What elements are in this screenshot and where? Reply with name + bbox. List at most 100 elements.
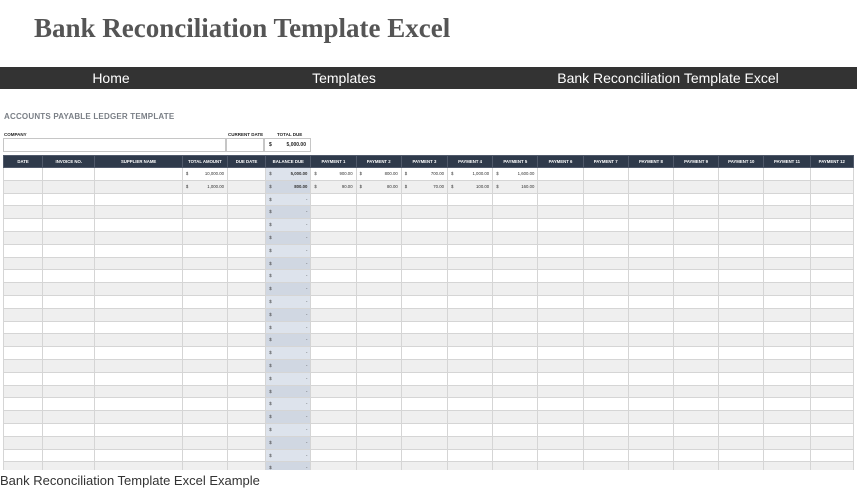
table-cell[interactable] — [2, 333, 44, 348]
table-cell[interactable] — [227, 179, 267, 194]
table-cell[interactable] — [446, 243, 494, 258]
table-cell[interactable] — [809, 167, 855, 181]
table-cell[interactable]: $ - — [265, 448, 312, 463]
table-cell[interactable] — [355, 307, 402, 322]
table-cell[interactable]: $100.00 — [446, 179, 494, 194]
table-cell[interactable] — [718, 230, 765, 245]
table-cell[interactable] — [446, 294, 494, 309]
table-cell[interactable] — [94, 397, 183, 412]
table-cell[interactable] — [227, 435, 267, 450]
table-cell[interactable]: $ - — [265, 461, 312, 470]
table-cell[interactable] — [537, 294, 584, 309]
table-cell[interactable] — [718, 435, 765, 450]
table-cell[interactable] — [2, 192, 44, 207]
table-cell[interactable] — [446, 320, 494, 335]
table-cell[interactable]: $ - — [265, 397, 312, 412]
table-cell[interactable] — [310, 384, 357, 399]
table-cell[interactable] — [763, 294, 811, 309]
table-cell[interactable] — [355, 294, 402, 309]
table-cell[interactable] — [400, 333, 449, 348]
table-cell[interactable] — [227, 410, 267, 424]
table-cell[interactable] — [673, 320, 720, 335]
table-cell[interactable] — [763, 282, 811, 296]
table-cell[interactable] — [2, 243, 44, 258]
nav-home-link[interactable]: Home — [92, 70, 130, 86]
table-cell[interactable] — [673, 230, 720, 245]
table-cell[interactable] — [809, 269, 855, 284]
table-cell[interactable] — [673, 422, 720, 437]
table-cell[interactable] — [181, 218, 229, 232]
table-cell[interactable] — [627, 435, 675, 450]
table-cell[interactable] — [627, 192, 675, 207]
table-cell[interactable] — [355, 256, 402, 271]
table-cell[interactable] — [310, 230, 357, 245]
table-cell[interactable] — [446, 269, 494, 284]
table-cell[interactable]: $ - — [265, 435, 312, 450]
table-cell[interactable] — [537, 307, 584, 322]
table-cell[interactable] — [400, 448, 449, 463]
table-cell[interactable] — [673, 333, 720, 348]
table-cell[interactable] — [181, 307, 229, 322]
table-cell[interactable]: $900.00 — [310, 167, 357, 181]
table-cell[interactable] — [537, 256, 584, 271]
table-cell[interactable] — [227, 346, 267, 360]
table-cell[interactable]: $1,600.00 — [492, 167, 539, 181]
table-cell[interactable] — [42, 358, 96, 373]
table-cell[interactable] — [42, 371, 96, 386]
table-cell[interactable] — [310, 269, 357, 284]
table-cell[interactable] — [2, 422, 44, 437]
table-cell[interactable] — [355, 397, 402, 412]
table-cell[interactable] — [763, 320, 811, 335]
table-cell[interactable] — [227, 358, 267, 373]
table-cell[interactable] — [718, 320, 765, 335]
table-cell[interactable] — [809, 294, 855, 309]
table-cell[interactable] — [537, 384, 584, 399]
table-cell[interactable] — [492, 371, 539, 386]
table-cell[interactable] — [718, 346, 765, 360]
table-cell[interactable] — [42, 435, 96, 450]
table-cell[interactable] — [42, 384, 96, 399]
table-cell[interactable] — [763, 256, 811, 271]
table-cell[interactable] — [227, 282, 267, 296]
table-cell[interactable] — [627, 269, 675, 284]
table-cell[interactable] — [400, 294, 449, 309]
table-cell[interactable] — [355, 230, 402, 245]
table-cell[interactable] — [582, 461, 629, 470]
table-cell[interactable] — [763, 397, 811, 412]
table-cell[interactable] — [42, 307, 96, 322]
table-cell[interactable] — [94, 218, 183, 232]
table-cell[interactable] — [181, 282, 229, 296]
table-cell[interactable] — [763, 243, 811, 258]
table-cell[interactable] — [492, 435, 539, 450]
table-cell[interactable] — [400, 384, 449, 399]
table-cell[interactable] — [400, 397, 449, 412]
table-cell[interactable] — [446, 256, 494, 271]
table-cell[interactable]: $ - — [265, 422, 312, 437]
table-cell[interactable] — [673, 358, 720, 373]
table-cell[interactable]: $700.00 — [400, 167, 449, 181]
table-cell[interactable] — [181, 205, 229, 220]
table-cell[interactable] — [94, 384, 183, 399]
table-cell[interactable]: $ - — [265, 410, 312, 424]
table-cell[interactable] — [2, 269, 44, 284]
table-cell[interactable] — [809, 282, 855, 296]
table-cell[interactable] — [42, 192, 96, 207]
table-cell[interactable] — [94, 422, 183, 437]
table-cell[interactable] — [227, 243, 267, 258]
table-cell[interactable] — [400, 269, 449, 284]
table-cell[interactable] — [42, 333, 96, 348]
table-cell[interactable] — [355, 243, 402, 258]
table-cell[interactable]: $ - — [265, 192, 312, 207]
table-cell[interactable] — [582, 333, 629, 348]
table-cell[interactable] — [718, 294, 765, 309]
table-cell[interactable] — [227, 294, 267, 309]
table-cell[interactable] — [763, 346, 811, 360]
table-cell[interactable] — [582, 410, 629, 424]
table-cell[interactable] — [181, 269, 229, 284]
table-cell[interactable] — [446, 410, 494, 424]
table-cell[interactable]: $ - — [265, 243, 312, 258]
table-cell[interactable] — [446, 282, 494, 296]
table-cell[interactable] — [809, 320, 855, 335]
table-cell[interactable] — [310, 448, 357, 463]
table-cell[interactable] — [310, 358, 357, 373]
